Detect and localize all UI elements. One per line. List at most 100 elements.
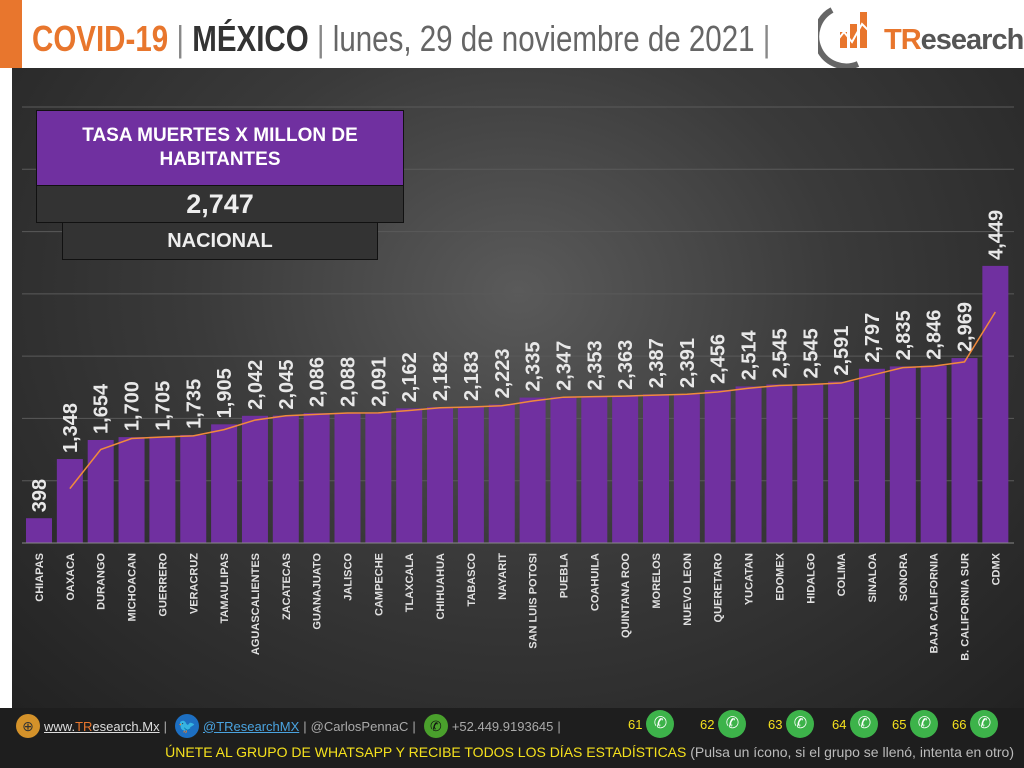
category-label: SINALOA <box>867 553 879 603</box>
bar <box>643 394 669 543</box>
whatsapp-group-66[interactable]: 66 ✆ <box>952 710 999 738</box>
category-label: VERACRUZ <box>188 553 200 614</box>
data-label: 2,456 <box>708 334 730 384</box>
data-label: 1,735 <box>183 379 205 429</box>
bar <box>365 412 392 543</box>
whatsapp-group-number: 66 <box>952 716 967 732</box>
data-label: 1,654 <box>91 383 113 434</box>
category-label: GUANAJUATO <box>312 553 324 630</box>
category-label: MICHOACAN <box>127 553 139 621</box>
whatsapp-icon[interactable]: ✆ <box>910 710 939 738</box>
bar <box>581 396 608 543</box>
bar-chart: 398 CHIAPAS 1,348 OAXACA 1,654 DURANGO 1,700 MI… <box>22 106 1014 661</box>
title-separator: | <box>176 18 185 59</box>
bar <box>334 412 361 543</box>
whatsapp-icon[interactable]: ✆ <box>646 710 675 738</box>
category-label: TABASCO <box>466 553 478 607</box>
bar <box>951 358 978 543</box>
title-covid: COVID-19 <box>32 18 169 59</box>
category-label: AGUASCALIENTES <box>250 553 262 655</box>
category-label: NAYARIT <box>497 553 509 600</box>
bar <box>704 390 731 543</box>
data-label: 2,162 <box>399 352 421 402</box>
data-label: 1,700 <box>122 381 144 431</box>
category-label: ZACATECAS <box>281 553 293 620</box>
bar <box>427 407 454 543</box>
data-label: 2,797 <box>862 313 884 363</box>
data-label: 2,183 <box>461 351 483 401</box>
bar <box>858 368 885 543</box>
bar <box>180 434 207 543</box>
category-label: CDMX <box>990 552 1002 585</box>
bar <box>26 518 52 543</box>
category-label: B. CALIFORNIA SUR <box>960 553 972 661</box>
category-label: CHIHUAHUA <box>435 553 447 620</box>
cta-text: ÚNETE AL GRUPO DE WHATSAPP Y RECIBE TODO… <box>165 744 687 760</box>
kpi-value: 2,747 <box>36 185 404 223</box>
bar <box>735 386 762 543</box>
data-label: 2,387 <box>646 338 668 388</box>
data-label: 2,846 <box>924 310 946 360</box>
whatsapp-group-number: 62 <box>700 716 715 732</box>
whatsapp-icon[interactable]: ✆ <box>786 710 815 738</box>
data-label: 1,348 <box>60 403 82 453</box>
whatsapp-group-number: 64 <box>832 716 847 732</box>
data-label: 1,905 <box>214 368 236 418</box>
data-label: 2,391 <box>677 338 699 388</box>
website-link[interactable]: www.TResearch.Mx <box>44 718 160 734</box>
whatsapp-group-61[interactable]: 61 ✆ <box>628 710 675 738</box>
twitter-link[interactable]: @TResearchMX <box>203 718 300 734</box>
bar <box>550 396 577 543</box>
logo-chart-icon <box>818 7 871 68</box>
bar <box>797 384 824 543</box>
category-label: OAXACA <box>65 553 77 601</box>
category-label: TAMAULIPAS <box>219 553 231 623</box>
whatsapp-icon[interactable]: ✆ <box>850 710 879 738</box>
whatsapp-icon[interactable]: ✆ <box>970 710 999 738</box>
whatsapp-group-63[interactable]: 63 ✆ <box>768 710 815 738</box>
bar <box>889 366 916 543</box>
twitter-icon[interactable]: 🐦 <box>175 714 199 738</box>
category-label: SONORA <box>898 553 910 601</box>
phone-icon: ✆ <box>423 714 448 738</box>
bar <box>241 415 268 543</box>
bar <box>303 413 330 543</box>
data-label: 2,591 <box>831 326 853 376</box>
data-label: 2,514 <box>739 329 761 380</box>
bar <box>56 459 83 543</box>
chart-area: 398 CHIAPAS 1,348 OAXACA 1,654 DURANGO 1,700 MI… <box>12 68 1024 708</box>
category-label: QUERETARO <box>713 553 725 623</box>
title-separator: | <box>762 18 771 59</box>
title-separator: | <box>316 18 325 59</box>
bar <box>673 394 700 543</box>
data-label: 2,353 <box>584 340 606 390</box>
footer-cta: ÚNETE AL GRUPO DE WHATSAPP Y RECIBE TODO… <box>165 744 1014 760</box>
category-label: BAJA CALIFORNIA <box>929 553 941 653</box>
data-label: 2,835 <box>893 310 915 360</box>
header-accent-bar <box>0 0 22 68</box>
data-label: 2,347 <box>553 341 575 391</box>
category-label: JALISCO <box>343 553 355 601</box>
data-label: 2,223 <box>492 348 514 398</box>
author-handle: @CarlosPennaC <box>310 718 409 734</box>
data-label: 4,449 <box>985 210 1007 260</box>
whatsapp-group-62[interactable]: 62 ✆ <box>700 710 747 738</box>
bar <box>149 436 176 543</box>
whatsapp-group-number: 61 <box>628 716 643 732</box>
bar <box>272 415 299 543</box>
bar <box>211 424 238 543</box>
bar <box>982 265 1009 543</box>
kpi-label: NACIONAL <box>62 222 378 260</box>
bar <box>612 395 639 543</box>
whatsapp-group-number: 63 <box>768 716 783 732</box>
data-label: 2,091 <box>368 357 390 407</box>
category-label: YUCATAN <box>744 553 756 605</box>
data-label: 2,182 <box>430 351 452 401</box>
whatsapp-group-64[interactable]: 64 ✆ <box>832 710 879 738</box>
bar <box>828 381 855 543</box>
category-label: EDOMEX <box>774 552 786 600</box>
phone-number: +52.449.9193645 <box>451 718 554 734</box>
whatsapp-group-65[interactable]: 65 ✆ <box>892 710 939 738</box>
title-country: MÉXICO <box>192 18 309 59</box>
whatsapp-icon[interactable]: ✆ <box>718 710 747 738</box>
